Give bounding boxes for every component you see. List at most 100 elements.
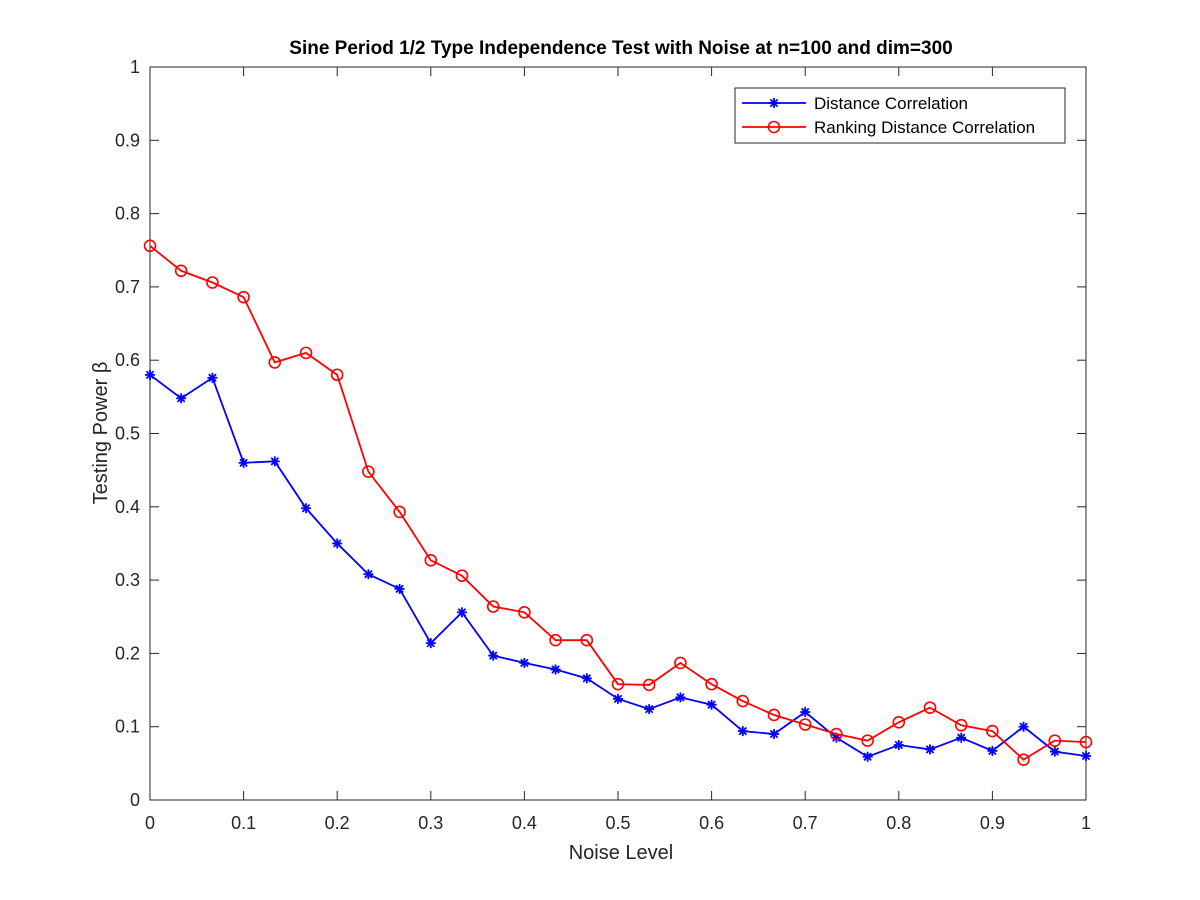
data-point-ranking-distance-correlation <box>1048 734 1062 747</box>
asterisk-stroke <box>457 608 467 617</box>
asterisk-stroke <box>676 693 685 702</box>
asterisk-stroke <box>551 665 560 674</box>
asterisk-stroke <box>520 658 529 668</box>
data-point-ranking-distance-correlation <box>393 505 406 519</box>
series-line-ranking-distance-correlation <box>149 245 1087 761</box>
asterisk-stroke <box>270 457 280 466</box>
data-point-ranking-distance-correlation <box>299 346 313 360</box>
data-point-distance-correlation <box>550 664 561 675</box>
y-axis-label: Testing Power β <box>90 362 112 505</box>
series-distance-correlation <box>145 369 1091 762</box>
x-tick-label: 0 <box>145 813 155 833</box>
y-tick-label: 0.8 <box>115 204 140 224</box>
asterisk-stroke <box>332 539 342 548</box>
data-point-ranking-distance-correlation <box>861 734 874 747</box>
asterisk-stroke <box>707 700 716 709</box>
data-point-distance-correlation <box>519 657 530 668</box>
y-tick-label: 0.7 <box>115 277 140 297</box>
legend-label: Distance Correlation <box>814 94 968 113</box>
y-tick-label: 0.2 <box>115 643 140 663</box>
legend-marker <box>767 120 781 134</box>
data-point-ranking-distance-correlation <box>611 677 625 691</box>
data-point-ranking-distance-correlation <box>1017 753 1030 766</box>
data-point-distance-correlation <box>176 393 187 404</box>
data-point-ranking-distance-correlation <box>424 554 438 567</box>
data-point-distance-correlation <box>706 699 717 710</box>
legend-marker <box>769 98 779 108</box>
asterisk-stroke <box>769 729 779 739</box>
data-point-ranking-distance-correlation <box>642 678 656 692</box>
asterisk-stroke <box>145 370 155 380</box>
data-point-ranking-distance-correlation <box>330 368 344 382</box>
data-point-distance-correlation <box>363 569 374 580</box>
data-point-ranking-distance-correlation <box>486 600 500 613</box>
data-point-distance-correlation <box>394 583 405 594</box>
legend: Distance Correlation Ranking Distance Cor… <box>734 87 1066 144</box>
y-tick-label: 0 <box>130 790 140 810</box>
data-point-distance-correlation <box>737 726 748 737</box>
asterisk-stroke <box>426 638 436 648</box>
y-tick-label: 0.6 <box>115 350 140 370</box>
legend-box <box>734 87 1066 144</box>
asterisk-stroke <box>738 726 748 736</box>
data-point-ranking-distance-correlation <box>237 290 250 304</box>
y-tick-label: 1 <box>130 57 140 77</box>
asterisk-stroke <box>1019 722 1028 731</box>
data-point-distance-correlation <box>581 673 592 684</box>
asterisk-stroke <box>894 740 904 750</box>
asterisk-stroke <box>582 674 592 683</box>
data-point-distance-correlation <box>800 707 811 718</box>
data-point-distance-correlation <box>1049 746 1060 757</box>
data-point-ranking-distance-correlation <box>455 569 469 583</box>
data-point-distance-correlation <box>207 372 218 383</box>
data-point-ranking-distance-correlation <box>767 708 781 722</box>
x-tick-label: 0.5 <box>605 813 630 833</box>
legend-entry-ranking-distance-correlation: Ranking Distance Correlation <box>742 118 1035 137</box>
data-point-ranking-distance-correlation <box>674 656 687 670</box>
series-ranking-distance-correlation <box>143 239 1093 766</box>
data-point-distance-correlation <box>924 744 935 755</box>
x-axis-label: Noise Level <box>569 842 674 864</box>
asterisk-stroke <box>488 651 498 660</box>
data-point-ranking-distance-correlation <box>923 701 937 714</box>
data-point-ranking-distance-correlation <box>518 606 531 619</box>
chart-title: Sine Period 1/2 Type Independence Test w… <box>289 38 952 59</box>
asterisk-stroke <box>988 746 997 756</box>
data-point-distance-correlation <box>644 704 655 715</box>
data-point-distance-correlation <box>1081 751 1091 762</box>
x-tick-label: 1 <box>1081 813 1091 833</box>
asterisk-stroke <box>956 733 966 742</box>
data-point-distance-correlation <box>332 538 343 549</box>
data-point-distance-correlation <box>613 693 623 704</box>
data-point-distance-correlation <box>301 503 312 514</box>
y-tick-label: 0.1 <box>115 717 140 737</box>
y-tick-label: 0.9 <box>115 130 140 150</box>
data-point-ranking-distance-correlation <box>954 718 968 732</box>
data-point-distance-correlation <box>145 369 155 380</box>
x-tick-label: 0.3 <box>418 813 443 833</box>
asterisk-stroke <box>239 458 248 468</box>
data-point-ranking-distance-correlation <box>830 727 843 741</box>
data-point-ranking-distance-correlation <box>986 724 999 738</box>
asterisk-stroke <box>800 707 810 717</box>
x-tick-label: 0.8 <box>886 813 911 833</box>
legend-label: Ranking Distance Correlation <box>814 118 1035 137</box>
data-point-ranking-distance-correlation <box>705 677 718 691</box>
x-tick-label: 0.1 <box>231 813 256 833</box>
data-point-ranking-distance-correlation <box>580 633 594 647</box>
data-point-ranking-distance-correlation <box>798 718 812 731</box>
data-point-distance-correlation <box>488 650 499 661</box>
x-tick-label: 0.6 <box>699 813 724 833</box>
asterisk-stroke <box>208 373 217 383</box>
data-point-ranking-distance-correlation <box>143 239 157 253</box>
data-point-distance-correlation <box>769 729 780 740</box>
data-point-distance-correlation <box>956 732 967 743</box>
data-point-distance-correlation <box>238 457 249 468</box>
data-point-ranking-distance-correlation <box>892 716 906 729</box>
y-tick-label: 0.3 <box>115 570 140 590</box>
data-point-ranking-distance-correlation <box>268 356 282 369</box>
y-tick-label: 0.5 <box>115 424 140 444</box>
x-tick-label: 0.9 <box>980 813 1005 833</box>
x-tick-label: 0.2 <box>325 813 350 833</box>
